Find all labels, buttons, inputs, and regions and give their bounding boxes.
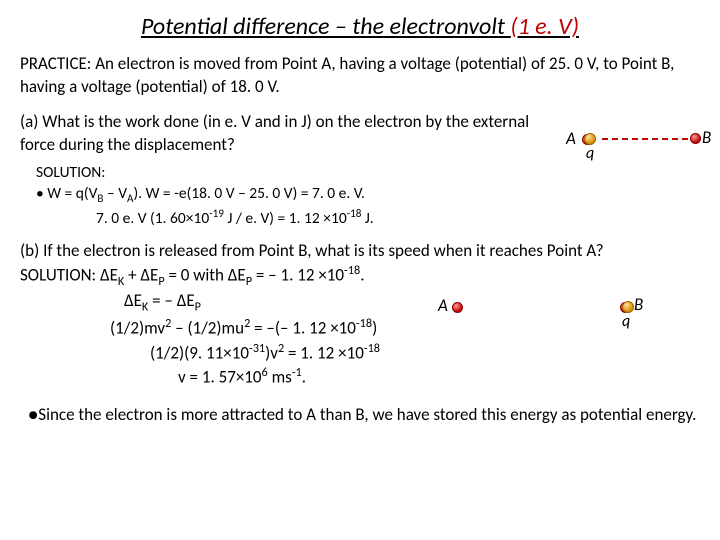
final-note: ●Since the electron is more attracted to… xyxy=(0,396,720,427)
practice-text: PRACTICE: An electron is moved from Poin… xyxy=(0,53,720,99)
dot-A-bot xyxy=(452,302,463,313)
dot-B-top xyxy=(690,133,701,144)
part-b-question: (b) If the electron is released from Poi… xyxy=(20,240,640,263)
label-q-bot: q xyxy=(622,312,630,331)
part-a-line1: • W = q(VB – VA). W = -e(18. 0 V – 25. 0… xyxy=(36,184,696,206)
label-q-top: q xyxy=(586,144,594,163)
label-A-bot: A xyxy=(438,295,448,316)
practice-content: PRACTICE: An electron is moved from Poin… xyxy=(20,53,674,97)
title-suffix: (1 e. V) xyxy=(510,12,579,41)
part-a-solution: SOLUTION: • W = q(VB – VA). W = -e(18. 0… xyxy=(0,163,720,230)
part-b-line5: v = 1. 57×106 ms-1. xyxy=(20,365,700,390)
dashed-line-top xyxy=(602,138,688,140)
part-a-question: (a) What is the work done (in e. V and i… xyxy=(0,111,560,157)
label-A-top: A xyxy=(566,128,576,149)
note-text: Since the electron is more attracted to … xyxy=(38,404,696,425)
part-b-sol-line1: SOLUTION: ΔEK + ΔEP = 0 with ΔEP = – 1. … xyxy=(20,263,700,291)
solution-label: SOLUTION: xyxy=(36,163,696,184)
part-b-line4: (1/2)(9. 11×10-31)v2 = 1. 12 ×10-18 xyxy=(20,341,700,366)
page-title: Potential difference – the electronvolt … xyxy=(0,0,720,49)
title-main: Potential difference – the electronvolt xyxy=(141,12,510,41)
label-B-top: B xyxy=(702,127,711,148)
diagram-top: A q B xyxy=(580,128,710,164)
label-B-bot: B xyxy=(634,294,643,315)
diagram-bottom: A B q xyxy=(440,295,660,331)
bullet-icon: ● xyxy=(28,404,38,425)
part-a-line2: 7. 0 e. V (1. 60×10-19 J / e. V) = 1. 12… xyxy=(36,206,696,230)
